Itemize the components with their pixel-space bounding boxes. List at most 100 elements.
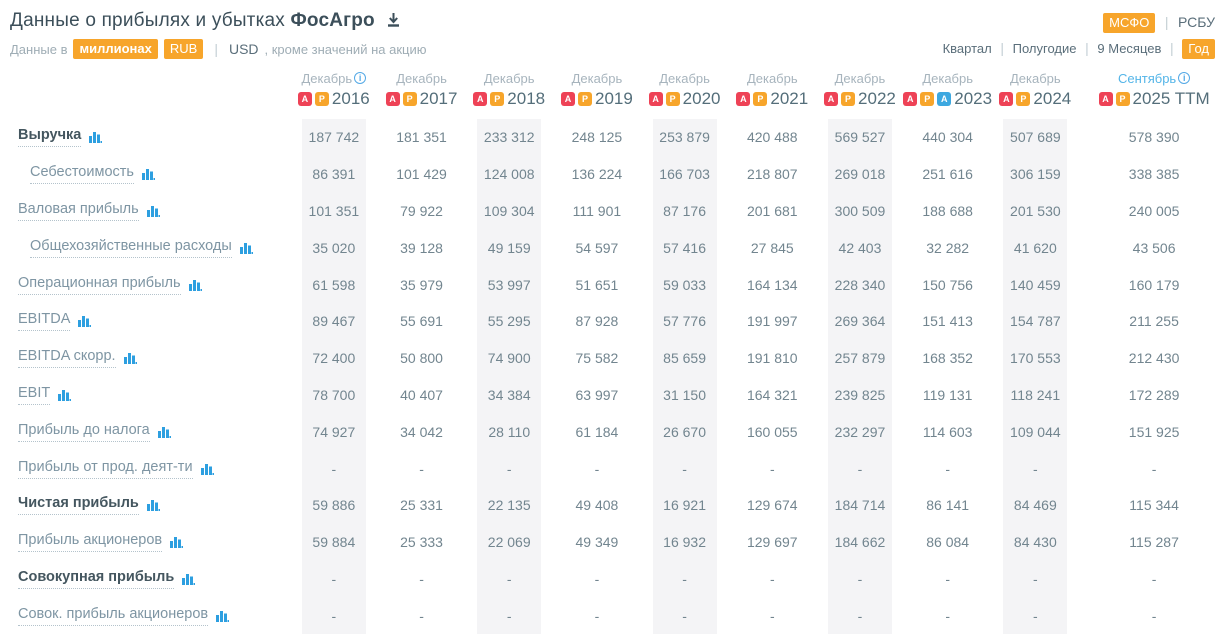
cell-value: 212 430 bbox=[1128, 350, 1180, 367]
pdf-icon[interactable]: A bbox=[999, 92, 1014, 106]
bar-chart-icon[interactable] bbox=[182, 573, 196, 585]
value-cell: 129 674 bbox=[728, 487, 816, 524]
value-cell: - bbox=[290, 597, 378, 635]
value-cell: 151 413 bbox=[904, 303, 992, 340]
pdf-blue-icon[interactable]: A bbox=[937, 92, 952, 106]
download-icon[interactable] bbox=[386, 12, 401, 34]
title-text: Данные о прибылях и убытках bbox=[10, 10, 285, 31]
currency-usd-link[interactable]: USD bbox=[228, 41, 259, 57]
presentation-icon[interactable]: P bbox=[1115, 92, 1130, 106]
value-cell: 164 134 bbox=[728, 266, 816, 303]
cell-value: 228 340 bbox=[834, 276, 886, 293]
value-cell: - bbox=[991, 597, 1080, 635]
value-cell: 55 691 bbox=[378, 303, 466, 340]
row-label[interactable]: Совокупная прибыль bbox=[18, 569, 175, 589]
standard-msfo-chip[interactable]: МСФО bbox=[1103, 13, 1156, 33]
value-cell: - bbox=[640, 597, 729, 635]
pdf-icon[interactable]: A bbox=[824, 92, 839, 106]
bar-chart-icon[interactable] bbox=[141, 168, 155, 181]
bar-chart-icon[interactable] bbox=[188, 279, 202, 291]
cell-value: 150 756 bbox=[922, 276, 973, 293]
period-halfyear-link[interactable]: Полугодие bbox=[1012, 41, 1077, 56]
bar-chart-icon[interactable] bbox=[170, 536, 184, 549]
pdf-icon[interactable]: A bbox=[385, 92, 400, 106]
period-quarter-link[interactable]: Квартал bbox=[942, 41, 992, 56]
cell-value: - bbox=[506, 460, 512, 477]
row-label-cell: Совок. прибыль акционеров bbox=[0, 597, 290, 634]
value-cell: 16 932 bbox=[640, 523, 729, 561]
cell-value: - bbox=[682, 460, 687, 477]
bar-chart-icon[interactable] bbox=[200, 463, 214, 475]
pnl-table: Декабрь i A P 2016 Декабрь A P 2017 Декабрь A P 2018… bbox=[0, 71, 1229, 635]
value-cell: - bbox=[1079, 450, 1229, 487]
row-label[interactable]: Совок. прибыль акционеров bbox=[18, 606, 209, 626]
pdf-icon[interactable]: A bbox=[1098, 92, 1113, 106]
pdf-icon[interactable]: A bbox=[736, 92, 751, 106]
presentation-icon[interactable]: P bbox=[314, 92, 329, 106]
row-label[interactable]: Прибыль акционеров bbox=[18, 532, 163, 553]
row-label[interactable]: EBITDA bbox=[18, 311, 71, 332]
bar-chart-icon[interactable] bbox=[89, 131, 103, 144]
value-cell: 118 241 bbox=[991, 376, 1080, 414]
row-label[interactable]: Выручка bbox=[18, 127, 82, 148]
row-label[interactable]: Прибыль от прод. деят-ти bbox=[18, 459, 193, 479]
pdf-icon[interactable]: A bbox=[297, 92, 312, 106]
bar-chart-icon[interactable] bbox=[146, 499, 160, 512]
column-header-spacer bbox=[0, 71, 290, 119]
bar-chart-icon[interactable] bbox=[216, 610, 230, 622]
column-header-2019: Декабрь A P 2019 bbox=[553, 71, 641, 119]
pdf-icon[interactable]: A bbox=[648, 92, 663, 106]
bar-chart-icon[interactable] bbox=[58, 389, 72, 401]
bar-chart-icon[interactable] bbox=[123, 352, 137, 365]
row-label[interactable]: EBIT bbox=[18, 385, 51, 405]
presentation-icon[interactable]: P bbox=[402, 92, 417, 106]
row-label[interactable]: Валовая прибыль bbox=[18, 201, 139, 221]
cell-value: 61 184 bbox=[575, 423, 619, 440]
cell-value: 42 403 bbox=[838, 239, 882, 256]
row-label[interactable]: Операционная прибыль bbox=[18, 275, 181, 295]
row-label[interactable]: Себестоимость bbox=[30, 164, 134, 185]
row-label[interactable]: Прибыль до налога bbox=[18, 422, 150, 442]
bar-chart-icon[interactable] bbox=[146, 205, 160, 217]
cell-value: 25 333 bbox=[400, 534, 443, 551]
cell-value: - bbox=[331, 460, 337, 477]
period-9months-link[interactable]: 9 Месяцев bbox=[1097, 41, 1162, 56]
period-year-chip[interactable]: Год bbox=[1182, 39, 1215, 59]
value-cell: - bbox=[904, 450, 992, 487]
cell-value: 507 689 bbox=[1010, 129, 1061, 146]
value-cell: 201 530 bbox=[991, 192, 1080, 230]
presentation-icon[interactable]: P bbox=[665, 92, 680, 106]
presentation-icon[interactable]: P bbox=[841, 92, 856, 106]
cell-value: 72 400 bbox=[312, 350, 356, 367]
row-label[interactable]: Общехозяйственные расходы bbox=[30, 238, 232, 258]
value-cell: 40 407 bbox=[378, 377, 466, 414]
value-cell: 51 651 bbox=[553, 266, 641, 303]
standard-rsbu-link[interactable]: РСБУ bbox=[1177, 14, 1215, 30]
currency-rub-chip[interactable]: RUB bbox=[163, 39, 204, 59]
cell-value: 114 603 bbox=[922, 423, 973, 440]
cell-value: 41 620 bbox=[1013, 239, 1057, 256]
row-label[interactable]: Чистая прибыль bbox=[18, 495, 139, 516]
value-cell: 300 509 bbox=[816, 192, 904, 230]
bar-chart-icon[interactable] bbox=[78, 315, 92, 328]
value-cell: 257 879 bbox=[816, 339, 904, 377]
presentation-icon[interactable]: P bbox=[490, 92, 505, 106]
pdf-icon[interactable]: A bbox=[560, 92, 575, 106]
row-label[interactable]: EBITDA скорр. bbox=[18, 348, 116, 369]
pdf-icon[interactable]: A bbox=[473, 92, 488, 106]
info-icon[interactable]: i bbox=[1178, 72, 1191, 84]
bar-chart-icon[interactable] bbox=[239, 242, 253, 254]
presentation-icon[interactable]: P bbox=[1016, 92, 1031, 106]
presentation-icon[interactable]: P bbox=[753, 92, 768, 106]
cell-value: 34 384 bbox=[487, 386, 531, 403]
cell-value: - bbox=[857, 460, 863, 477]
info-icon[interactable]: i bbox=[354, 72, 367, 84]
value-cell: 50 800 bbox=[378, 340, 466, 377]
pdf-icon[interactable]: A bbox=[903, 92, 918, 106]
cell-value: 86 141 bbox=[926, 497, 970, 514]
bar-chart-icon[interactable] bbox=[157, 426, 171, 438]
presentation-icon[interactable]: P bbox=[920, 92, 935, 106]
cell-value: 61 598 bbox=[312, 276, 356, 293]
units-millions-chip[interactable]: миллионах bbox=[73, 39, 158, 59]
presentation-icon[interactable]: P bbox=[577, 92, 592, 106]
